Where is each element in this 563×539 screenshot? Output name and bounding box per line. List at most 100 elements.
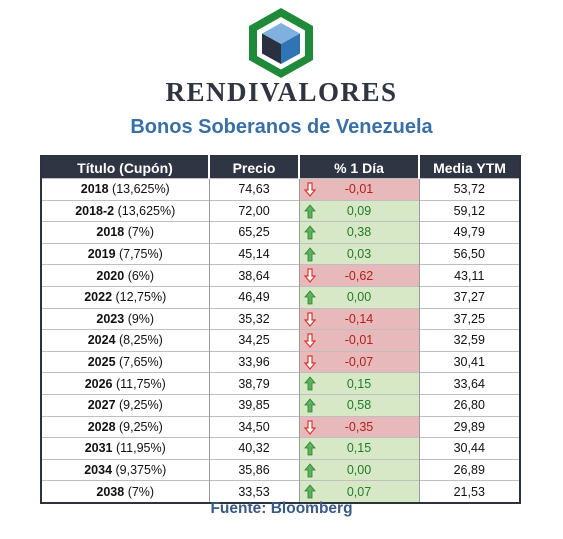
change-cell: 0,07	[298, 480, 419, 503]
bond-coupon: (9,25%)	[115, 419, 163, 434]
bond-coupon: (7%)	[124, 484, 155, 499]
change-cell: 0,09	[298, 199, 419, 222]
price-cell: 33,53	[208, 480, 299, 503]
change-cell: 0,15	[298, 372, 419, 395]
ytm-cell: 37,27	[418, 285, 520, 309]
bond-title-cell: 2019 (7,75%)	[41, 242, 209, 265]
change-cell: 0,03	[298, 242, 419, 265]
arrow-up-icon	[303, 225, 316, 240]
bond-coupon: (9,25%)	[115, 398, 163, 413]
table-row: 2023 (9%) 35,32 -0,14 37,25	[41, 307, 520, 330]
brand-name: RENDIVALORES	[165, 77, 398, 107]
ytm-cell: 26,80	[418, 393, 520, 417]
col-header-ytm: Media YTM	[418, 156, 520, 179]
bond-coupon: (8,25%)	[115, 333, 163, 348]
arrow-down-icon	[303, 419, 316, 435]
ytm-cell: 59,12	[418, 199, 520, 222]
arrow-up-icon	[303, 441, 316, 456]
bond-year: 2018	[80, 182, 109, 197]
arrow-down-icon	[303, 355, 316, 370]
bond-year: 2022	[84, 290, 113, 305]
ytm-cell: 30,41	[418, 350, 520, 373]
price-cell: 46,49	[208, 285, 299, 309]
ytm-cell: 30,44	[418, 437, 520, 460]
table-header-row: Título (Cupón) Precio % 1 Día Media YTM	[41, 156, 520, 179]
price-cell: 38,64	[208, 264, 299, 287]
bond-title-cell: 2018 (13,625%)	[41, 178, 209, 201]
change-value: 0,15	[346, 441, 372, 456]
arrow-down-icon	[303, 182, 316, 197]
change-cell: 0,58	[298, 393, 419, 417]
change-value: 0,00	[346, 290, 372, 305]
arrow-up-icon	[303, 484, 316, 499]
bond-title-cell: 2025 (7,65%)	[41, 350, 209, 373]
bond-title-cell: 2018 (7%)	[41, 221, 209, 244]
price-cell: 40,32	[208, 437, 299, 460]
arrow-down-icon	[303, 333, 316, 349]
change-value: -0,62	[344, 268, 374, 283]
table-row: 2018-2 (13,625%) 72,00 0,09 59,12	[41, 199, 520, 222]
table-row: 2025 (7,65%) 33,96 -0,07 30,41	[41, 350, 520, 373]
bond-title-cell: 2038 (7%)	[41, 480, 209, 503]
price-cell: 45,14	[208, 242, 299, 265]
price-cell: 72,00	[208, 199, 299, 222]
price-cell: 34,25	[208, 329, 299, 352]
table-row: 2031 (11,95%) 40,32 0,15 30,44	[41, 437, 520, 460]
bond-year: 2020	[96, 268, 125, 283]
price-cell: 39,85	[208, 393, 299, 417]
bond-year: 2028	[87, 419, 116, 434]
table-row: 2018 (13,625%) 74,63 -0,01 53,72	[41, 178, 520, 201]
bond-year: 2018	[96, 225, 125, 240]
change-value: 0,03	[346, 247, 372, 262]
change-cell: -0,14	[298, 307, 419, 330]
bond-year: 2024	[87, 333, 116, 348]
price-cell: 35,86	[208, 458, 299, 481]
bond-year: 2034	[84, 463, 113, 478]
bond-coupon: (9,375%)	[112, 463, 167, 478]
bond-title-cell: 2026 (11,75%)	[41, 372, 209, 395]
bond-coupon: (9%)	[124, 311, 155, 326]
bond-title-cell: 2028 (9,25%)	[41, 415, 209, 438]
change-cell: -0,35	[298, 415, 419, 438]
table-row: 2026 (11,75%) 38,79 0,15 33,64	[41, 372, 520, 395]
price-cell: 34,50	[208, 415, 299, 438]
bond-coupon: (11,75%)	[112, 376, 166, 391]
arrow-up-icon	[303, 203, 316, 219]
change-value: -0,35	[344, 419, 374, 434]
table-row: 2019 (7,75%) 45,14 0,03 56,50	[41, 242, 520, 265]
bond-coupon: (7%)	[124, 225, 155, 240]
bond-coupon: (12,75%)	[112, 290, 167, 305]
ytm-cell: 56,50	[418, 242, 520, 265]
col-header-price: Precio	[208, 156, 299, 179]
change-cell: -0,01	[298, 178, 419, 201]
price-cell: 65,25	[208, 221, 299, 244]
table-row: 2027 (9,25%) 39,85 0,58 26,80	[41, 393, 520, 417]
bond-title-cell: 2022 (12,75%)	[41, 285, 209, 309]
change-cell: -0,01	[298, 329, 419, 352]
ytm-cell: 43,11	[418, 264, 520, 287]
table-row: 2018 (7%) 65,25 0,38 49,79	[41, 221, 520, 244]
source-note: Fuente: Bloomberg	[210, 500, 353, 517]
ytm-cell: 32,59	[418, 329, 520, 352]
price-cell: 38,79	[208, 372, 299, 395]
bond-year: 2023	[96, 311, 125, 326]
bond-title-cell: 2020 (6%)	[41, 264, 209, 287]
bond-title-cell: 2034 (9,375%)	[41, 458, 209, 481]
bond-coupon: (7,65%)	[115, 355, 163, 370]
bond-title-cell: 2018-2 (13,625%)	[41, 199, 209, 222]
bond-title-cell: 2024 (8,25%)	[41, 329, 209, 352]
bond-year: 2026	[84, 376, 113, 391]
arrow-up-icon	[303, 398, 316, 413]
change-cell: 0,00	[298, 458, 419, 481]
table-row: 2038 (7%) 33,53 0,07 21,53	[41, 480, 520, 503]
bond-title-cell: 2031 (11,95%)	[41, 437, 209, 460]
ytm-cell: 37,25	[418, 307, 520, 330]
change-value: 0,00	[346, 463, 372, 478]
change-cell: 0,38	[298, 221, 419, 244]
change-cell: -0,07	[298, 350, 419, 373]
bond-year: 2038	[96, 484, 125, 499]
bond-coupon: (6%)	[124, 268, 155, 283]
bond-year: 2027	[87, 398, 116, 413]
price-cell: 33,96	[208, 350, 299, 373]
arrow-up-icon	[303, 376, 316, 391]
